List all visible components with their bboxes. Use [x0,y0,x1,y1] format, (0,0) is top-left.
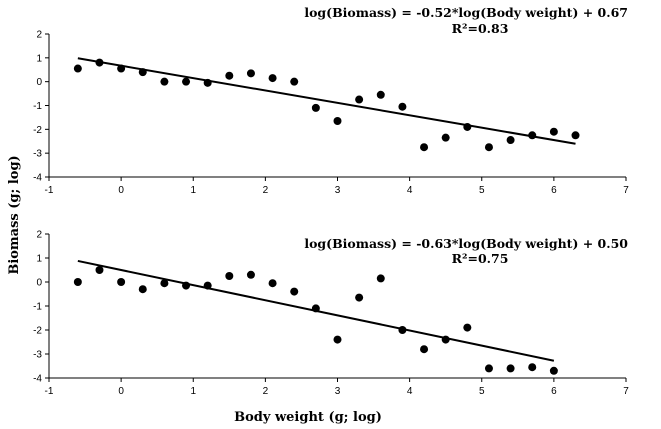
x-tick-label: 1 [190,386,196,397]
y-tick-label: 0 [36,278,42,289]
x-tick-label: 0 [118,386,124,397]
regression-equation: log(Biomass) = -0.63*log(Body weight) + … [304,236,628,251]
data-point [268,74,277,83]
x-tick-label: 7 [623,185,629,196]
y-tick-label: -1 [33,101,42,112]
y-tick-label: 1 [36,254,42,265]
data-point [484,143,493,152]
x-tick-label: 4 [407,185,413,196]
data-point [73,278,82,286]
data-point [441,133,450,142]
data-point [549,366,558,375]
y-tick-label: -2 [33,326,42,337]
panel-bottom: -4 -3 -2 -1 0 1 2 -1 0 1 2 3 4 5 6 7 log(Biomass) = -0.… [33,230,629,398]
y-tick-label: -2 [33,125,42,136]
data-point [225,71,234,80]
y-tick-label: -4 [33,374,42,385]
regression-equation: log(Biomass) = -0.52*log(Body weight) + … [304,5,628,20]
r-squared-label: R²=0.75 [452,251,509,266]
x-tick-label: 2 [263,185,269,196]
data-point [160,279,169,288]
data-point [506,364,515,373]
data-point [246,69,255,78]
data-point [549,127,558,136]
data-point [268,279,277,288]
data-point [398,102,407,111]
data-point [571,131,580,140]
data-point [376,90,385,99]
x-tick-label: 3 [335,185,341,196]
data-point [355,95,364,104]
x-tick-label: 5 [479,386,485,397]
x-axis-title: Body weight (g; log) [234,410,382,425]
data-point [484,364,493,373]
x-tick-label: 1 [190,185,196,196]
trend-line [77,259,555,362]
data-point [182,77,191,86]
data-point [290,287,299,296]
x-tick-label: 2 [263,386,269,397]
r-squared-label: R²=0.83 [452,21,509,36]
y-tick-label: 2 [36,230,42,241]
data-point [376,274,385,283]
data-point [355,293,364,302]
y-tick-label: 0 [36,77,42,88]
y-tick-label: 1 [36,53,42,64]
plot-area-bottom: -4 -3 -2 -1 0 1 2 -1 0 1 2 3 4 5 6 7 [33,230,629,398]
y-tick-label: -3 [33,350,42,361]
data-point [160,77,169,86]
x-tick-label: -1 [45,185,54,196]
x-tick-label: 0 [118,185,124,196]
data-point [333,335,342,344]
data-point [506,136,515,145]
x-tick-label: 6 [551,185,557,196]
x-tick-label: 6 [551,386,557,397]
plot-area-top: -4 -3 -2 -1 0 1 2 -1 0 1 2 3 4 5 6 7 [33,30,629,197]
x-tick-label: 7 [623,386,629,397]
data-point [528,363,537,372]
y-tick-label: 2 [36,30,42,41]
y-axis-title: Biomass (g; log) [7,155,22,274]
data-point [463,323,472,332]
data-point [420,143,429,152]
data-point [333,116,342,125]
data-point [138,285,147,294]
y-tick-label: -3 [33,149,42,160]
x-tick-label: -1 [45,386,54,397]
x-tick-label: 4 [407,386,413,397]
y-tick-label: -4 [33,173,42,184]
data-point [73,64,82,73]
data-point [290,77,299,86]
data-point [117,278,126,286]
panel-top: -4 -3 -2 -1 0 1 2 -1 0 1 2 3 4 5 6 7 log(Biomass) = -0.… [33,5,629,196]
y-tick-label: -1 [33,302,42,313]
data-point [420,345,429,354]
trend-line [77,57,576,145]
x-tick-label: 3 [335,386,341,397]
data-point [246,270,255,279]
x-tick-label: 5 [479,185,485,196]
data-point [95,266,104,274]
data-point [225,272,234,280]
data-point [311,103,320,112]
